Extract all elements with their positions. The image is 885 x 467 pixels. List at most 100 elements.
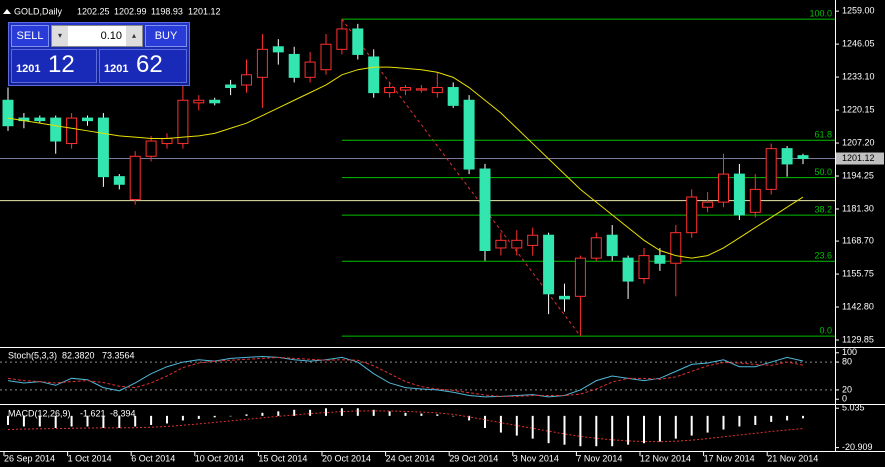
candle-body (543, 234, 555, 295)
macd-bar (118, 415, 121, 428)
candle-body (145, 140, 157, 157)
candle-body (463, 99, 475, 170)
lot-value: 0.10 (100, 30, 122, 42)
x-tick-label: 15 Oct 2014 (258, 453, 307, 463)
macd-bar (611, 415, 614, 447)
bid-box (836, 152, 884, 165)
candle-body (256, 48, 268, 78)
x-tick-label: 17 Nov 2014 (704, 453, 755, 463)
candle-body (495, 239, 507, 249)
macd-bar (150, 415, 153, 425)
macd-bar (643, 415, 645, 444)
macd-bar (229, 415, 232, 417)
candle-body (288, 53, 300, 78)
y-tick-label: 1259.00 (842, 6, 875, 16)
candle-body (431, 87, 443, 94)
bid-label: 1201.12 (842, 153, 875, 163)
macd-bar (372, 409, 375, 416)
indicator-value: 73.3564 (102, 350, 135, 360)
x-tick-label: 26 Sep 2014 (4, 453, 55, 463)
y-tick-label: 1142.80 (842, 301, 874, 311)
macd-bar (293, 409, 296, 416)
candle-body (702, 201, 714, 208)
macd-bar (22, 415, 25, 427)
candle-body (733, 173, 745, 216)
y-tick-label: 1181.30 (842, 203, 874, 213)
candle-body (479, 168, 491, 252)
y-tick-label: 1194.25 (842, 170, 874, 180)
indicator-name: Stoch(5,3,3) (8, 350, 57, 360)
candle-body (50, 117, 62, 142)
candle-body (368, 56, 380, 94)
buy-button[interactable]: BUY (145, 25, 187, 47)
candle-body (209, 99, 221, 104)
candle-body (66, 117, 78, 145)
candle-body (320, 43, 332, 71)
y-tick-label: 0 (842, 394, 847, 404)
sell-price[interactable]: 1201 12 (11, 49, 97, 83)
macd-bar (738, 415, 741, 427)
y-tick-label: -20.909 (842, 442, 873, 452)
indicator-value: 82.3820 (62, 350, 95, 360)
candle-body (304, 61, 316, 78)
macd-bar (786, 415, 789, 421)
candle-body (527, 234, 539, 246)
y-tick-label: 1220.15 (842, 104, 875, 114)
candle-body (225, 84, 237, 89)
trade-panel: SELL ▾ ▴ 0.10 BUY 1201 12 1201 62 (8, 22, 190, 86)
macd-bar (134, 415, 137, 427)
macd-bar (563, 415, 566, 445)
ohlc-header: 1198.93 (151, 6, 183, 16)
candle-body (415, 88, 427, 91)
macd-bar (531, 415, 534, 439)
candle-body (97, 117, 109, 178)
candle-body (272, 46, 284, 53)
stoch-line (7, 355, 804, 398)
indicator-name: MACD(12,26,9) (8, 408, 71, 418)
x-tick-label: 6 Oct 2014 (131, 453, 175, 463)
buy-price[interactable]: 1201 62 (99, 49, 187, 83)
buy-price-pips: 62 (136, 51, 163, 78)
macd-bar (70, 415, 73, 427)
macd-bar (595, 415, 598, 447)
x-tick-label: 24 Oct 2014 (386, 453, 435, 463)
symbol: GOLD,Daily (14, 6, 63, 16)
y-tick-label: 20 (842, 384, 852, 394)
macd-bar (722, 415, 725, 430)
candle-body (749, 188, 761, 213)
moving-average (7, 66, 804, 259)
candle-body (511, 239, 523, 249)
macd-bar (484, 415, 486, 428)
x-tick-label: 21 Nov 2014 (767, 453, 818, 463)
collapse-icon (3, 9, 11, 14)
macd-bar (674, 415, 677, 439)
macd-bar (38, 415, 41, 427)
macd-bar (452, 415, 455, 417)
fib-label: 50.0 (814, 167, 832, 177)
candle-body (447, 87, 459, 106)
candle-body (574, 257, 586, 297)
y-tick-label: 80 (842, 356, 852, 366)
candle-body (193, 99, 205, 104)
fib-label: 61.8 (814, 130, 832, 140)
sell-button[interactable]: SELL (11, 25, 49, 47)
x-tick-label: 7 Nov 2014 (576, 453, 622, 463)
fib-label: 100.0 (809, 9, 832, 19)
candle-body (161, 137, 173, 145)
y-tick-label: 1233.10 (842, 71, 875, 81)
indicator-value: -8.394 (110, 408, 136, 418)
candle-body (241, 74, 252, 86)
ohlc-header: 1201.12 (188, 6, 221, 16)
candle-body (2, 99, 14, 127)
macd-bar (802, 415, 804, 419)
y-tick-label: 1246.05 (842, 38, 875, 48)
macd-bar (388, 411, 391, 416)
lot-increase[interactable]: ▴ (126, 26, 142, 46)
fib-label: 0.0 (819, 325, 832, 335)
lot-field[interactable]: ▾ ▴ 0.10 (51, 25, 143, 47)
macd-bar (770, 415, 773, 422)
macd-bar (261, 412, 264, 416)
candle-body (606, 234, 618, 257)
lot-decrease[interactable]: ▾ (52, 26, 68, 46)
